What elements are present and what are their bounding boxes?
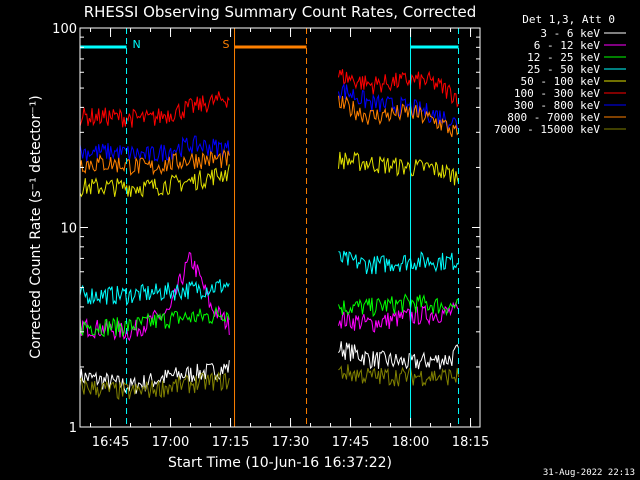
- x-tick-label: 17:00: [152, 435, 189, 450]
- legend-label-5: 50 - 100 keV: [521, 75, 601, 88]
- x-tick-label: 17:15: [212, 435, 249, 450]
- series-8-trace-2: [338, 95, 459, 138]
- series-6-trace-1: [79, 91, 230, 128]
- series-2-trace-2: [338, 301, 459, 333]
- series-1-trace-2: [338, 341, 459, 370]
- x-tick-label: 18:15: [452, 435, 489, 450]
- series-7-trace-1: [79, 135, 230, 162]
- series-5-trace-2: [338, 151, 459, 186]
- series-7: [79, 82, 459, 162]
- series-4: [79, 250, 459, 307]
- series-6-trace-2: [338, 69, 459, 108]
- legend-label-4: 25 - 50 keV: [527, 63, 600, 76]
- legend-title: Det 1,3, Att 0: [522, 13, 615, 26]
- series-4-trace-1: [79, 279, 230, 307]
- series-9: [79, 364, 459, 401]
- series-4-trace-2: [338, 250, 459, 275]
- flag-S-label: S: [223, 38, 230, 51]
- flag-N-label: N: [133, 38, 141, 51]
- y-tick-label: 100: [52, 22, 77, 37]
- y-axis-label: Corrected Count Rate (s⁻¹ detector⁻¹): [28, 95, 44, 358]
- y-axis: 1 10 100: [52, 22, 480, 436]
- y-tick-label: 1: [69, 421, 77, 436]
- series-3-trace-1: [79, 306, 230, 338]
- legend-label-2: 6 - 12 keV: [534, 39, 601, 52]
- x-tick-label: 17:30: [272, 435, 309, 450]
- legend-label-7: 300 - 800 keV: [514, 99, 600, 112]
- series-8-trace-1: [79, 149, 230, 176]
- series-6: [79, 69, 459, 128]
- series-9-trace-1: [79, 371, 230, 401]
- legend-label-1: 3 - 6 keV: [540, 27, 600, 40]
- x-axis: 16:45 17:00 17:15 17:30 17:45 18:00 18:15: [90, 28, 489, 450]
- x-tick-label: 18:00: [392, 435, 429, 450]
- legend-label-9: 7000 - 15000 keV: [494, 123, 600, 136]
- legend-label-6: 100 - 300 keV: [514, 87, 600, 100]
- series-9-trace-2: [338, 364, 459, 387]
- legend-label-8: 800 - 7000 keV: [507, 111, 600, 124]
- x-axis-label: Start Time (10-Jun-16 16:37:22): [168, 455, 392, 471]
- x-tick-label: 17:45: [332, 435, 369, 450]
- series-1: [79, 341, 459, 394]
- series-3-trace-2: [338, 293, 459, 318]
- y-tick-label: 10: [60, 222, 77, 237]
- legend-label-3: 12 - 25 keV: [527, 51, 600, 64]
- series-5: [79, 151, 459, 198]
- plot-timestamp: 31-Aug-2022 22:13: [543, 468, 635, 478]
- series-1-trace-1: [79, 360, 230, 394]
- series-3: [79, 293, 459, 338]
- series-8: [79, 95, 459, 176]
- chart-title: RHESSI Observing Summary Count Rates, Co…: [84, 3, 477, 21]
- x-tick-label: 16:45: [92, 435, 129, 450]
- series-5-trace-1: [79, 164, 230, 198]
